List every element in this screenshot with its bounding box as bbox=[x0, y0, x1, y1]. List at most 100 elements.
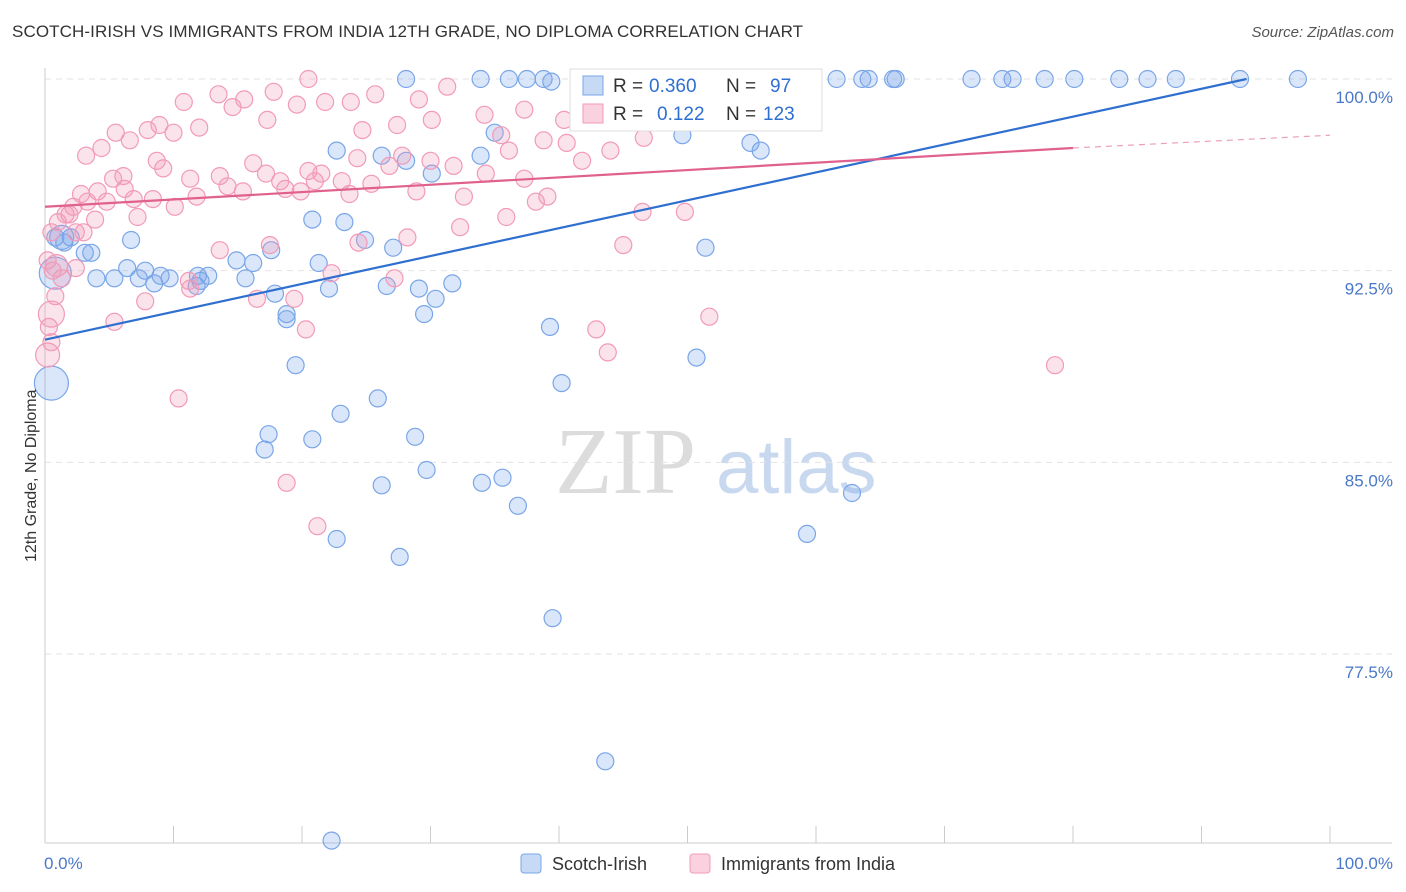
india-point bbox=[1045, 356, 1065, 375]
scotch-irish-point bbox=[227, 251, 246, 270]
scotch-irish-point bbox=[397, 69, 416, 89]
india-point bbox=[164, 123, 183, 142]
india-point bbox=[223, 97, 242, 117]
y-tick-label-2: 85.0% bbox=[1345, 471, 1393, 490]
india-point bbox=[476, 164, 495, 183]
legend-bottom-label-india: Immigrants from India bbox=[721, 854, 896, 874]
india-point bbox=[454, 187, 473, 206]
watermark-atlas: atlas bbox=[716, 425, 877, 510]
scotch-irish-point bbox=[499, 69, 518, 89]
india-point bbox=[56, 205, 75, 224]
scotch-irish-point bbox=[151, 266, 170, 285]
scotch-irish-point bbox=[443, 274, 462, 293]
india-point bbox=[634, 128, 653, 147]
scotch-irish-point bbox=[415, 305, 434, 324]
scotch-irish-point bbox=[368, 389, 387, 408]
scotch-irish-point bbox=[859, 69, 878, 89]
india-point bbox=[120, 131, 139, 150]
india-point bbox=[124, 190, 143, 209]
scotch-irish-point bbox=[552, 374, 571, 393]
scotch-irish-point bbox=[327, 529, 346, 549]
scotch-irish-point bbox=[384, 238, 403, 257]
india-trend-line bbox=[44, 146, 1074, 208]
india-point bbox=[138, 121, 157, 140]
x-tick-label-1: 100.0% bbox=[1335, 854, 1393, 873]
scotch-irish-point bbox=[105, 269, 124, 288]
scotch-irish-point bbox=[372, 476, 391, 495]
india-point bbox=[598, 343, 617, 362]
india-point bbox=[475, 105, 494, 124]
india-points bbox=[34, 69, 1065, 536]
axes: 100.0% 92.5% 85.0% 77.5% 0.0% 100.0% bbox=[44, 68, 1393, 873]
scotch-irish-point bbox=[696, 238, 715, 257]
india-point bbox=[218, 177, 237, 196]
legend-n-label-2: N = bbox=[726, 104, 756, 125]
scotch-irish-point bbox=[303, 210, 322, 229]
scotch-irish-point bbox=[259, 425, 278, 444]
legend-n-value-1: 97 bbox=[770, 76, 791, 97]
india-point bbox=[614, 236, 633, 255]
scotch-irish-point bbox=[1288, 69, 1308, 89]
india-point bbox=[44, 254, 69, 278]
scotch-irish-point bbox=[853, 69, 872, 89]
scotch-irish-point bbox=[827, 69, 846, 89]
scotch-irish-point bbox=[741, 133, 760, 152]
india-point bbox=[187, 187, 206, 206]
india-point bbox=[181, 279, 200, 298]
scotch-irish-point bbox=[1035, 69, 1054, 89]
india-point bbox=[380, 156, 399, 175]
scotch-irish-point bbox=[377, 276, 396, 296]
scotch-irish-point bbox=[406, 427, 425, 446]
scotch-irish-point bbox=[82, 243, 101, 262]
india-point bbox=[366, 85, 385, 104]
india-point bbox=[557, 133, 576, 152]
india-point bbox=[316, 92, 335, 112]
india-point bbox=[305, 172, 324, 191]
scotch-irish-point bbox=[122, 230, 141, 250]
chart-title: SCOTCH-IRISH VS IMMIGRANTS FROM INDIA 12… bbox=[12, 22, 804, 41]
india-point bbox=[287, 95, 306, 114]
india-point bbox=[66, 223, 85, 242]
india-point bbox=[398, 228, 417, 247]
india-point bbox=[114, 167, 133, 186]
india-point bbox=[150, 115, 169, 135]
legend-r-value-1: 0.360 bbox=[649, 76, 697, 97]
scotch-irish-point bbox=[1230, 69, 1250, 89]
scotch-irish-point bbox=[962, 69, 981, 89]
scotch-irish-point bbox=[335, 213, 354, 232]
india-point bbox=[143, 190, 162, 209]
india-point bbox=[285, 289, 304, 308]
india-point bbox=[497, 207, 516, 227]
india-point bbox=[515, 100, 534, 119]
india-point bbox=[256, 164, 276, 183]
scotch-irish-point bbox=[426, 289, 445, 308]
india-point bbox=[85, 210, 105, 229]
india-point bbox=[341, 92, 360, 112]
india-point bbox=[260, 236, 279, 255]
scotch-irish-point bbox=[309, 253, 328, 273]
india-point bbox=[385, 269, 404, 288]
scotch-irish-point bbox=[87, 269, 106, 288]
scotch-irish-point bbox=[842, 483, 862, 503]
scotch-irish-point bbox=[409, 279, 428, 298]
scotch-irish-point bbox=[286, 356, 305, 375]
y-axis-label: 12th Grade, No Diploma bbox=[23, 389, 40, 562]
scotch-irish-point bbox=[75, 243, 94, 262]
scotch-irish-points bbox=[33, 69, 1308, 850]
india-point bbox=[393, 146, 412, 165]
scotch-irish-point bbox=[1166, 69, 1185, 89]
india-point bbox=[165, 197, 184, 216]
india-point bbox=[526, 192, 546, 211]
india-point bbox=[258, 110, 277, 130]
india-point bbox=[538, 187, 557, 206]
scotch-irish-point bbox=[118, 259, 137, 278]
india-point bbox=[299, 69, 318, 89]
india-point bbox=[587, 320, 606, 339]
scotch-irish-point bbox=[883, 69, 903, 89]
scotch-irish-point bbox=[372, 146, 391, 165]
scotch-irish-point bbox=[255, 440, 274, 459]
india-point bbox=[190, 118, 209, 137]
scotch-irish-point bbox=[1065, 69, 1084, 89]
legend-n-value-2: 123 bbox=[763, 104, 795, 125]
india-point bbox=[388, 115, 407, 135]
